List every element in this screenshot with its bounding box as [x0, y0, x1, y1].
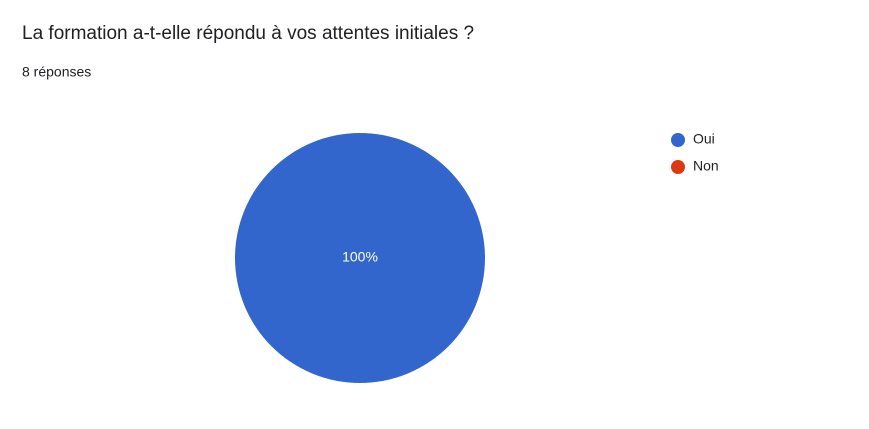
legend-label: Non	[693, 158, 719, 174]
data-label: 100%	[342, 249, 378, 265]
chart-title: La formation a-t-elle répondu à vos atte…	[22, 23, 474, 44]
legend-label: Oui	[693, 131, 715, 147]
chart-subtitle: 8 réponses	[22, 64, 91, 80]
legend-marker	[671, 133, 685, 147]
legend-marker	[671, 160, 685, 174]
pie-slice	[235, 133, 485, 383]
